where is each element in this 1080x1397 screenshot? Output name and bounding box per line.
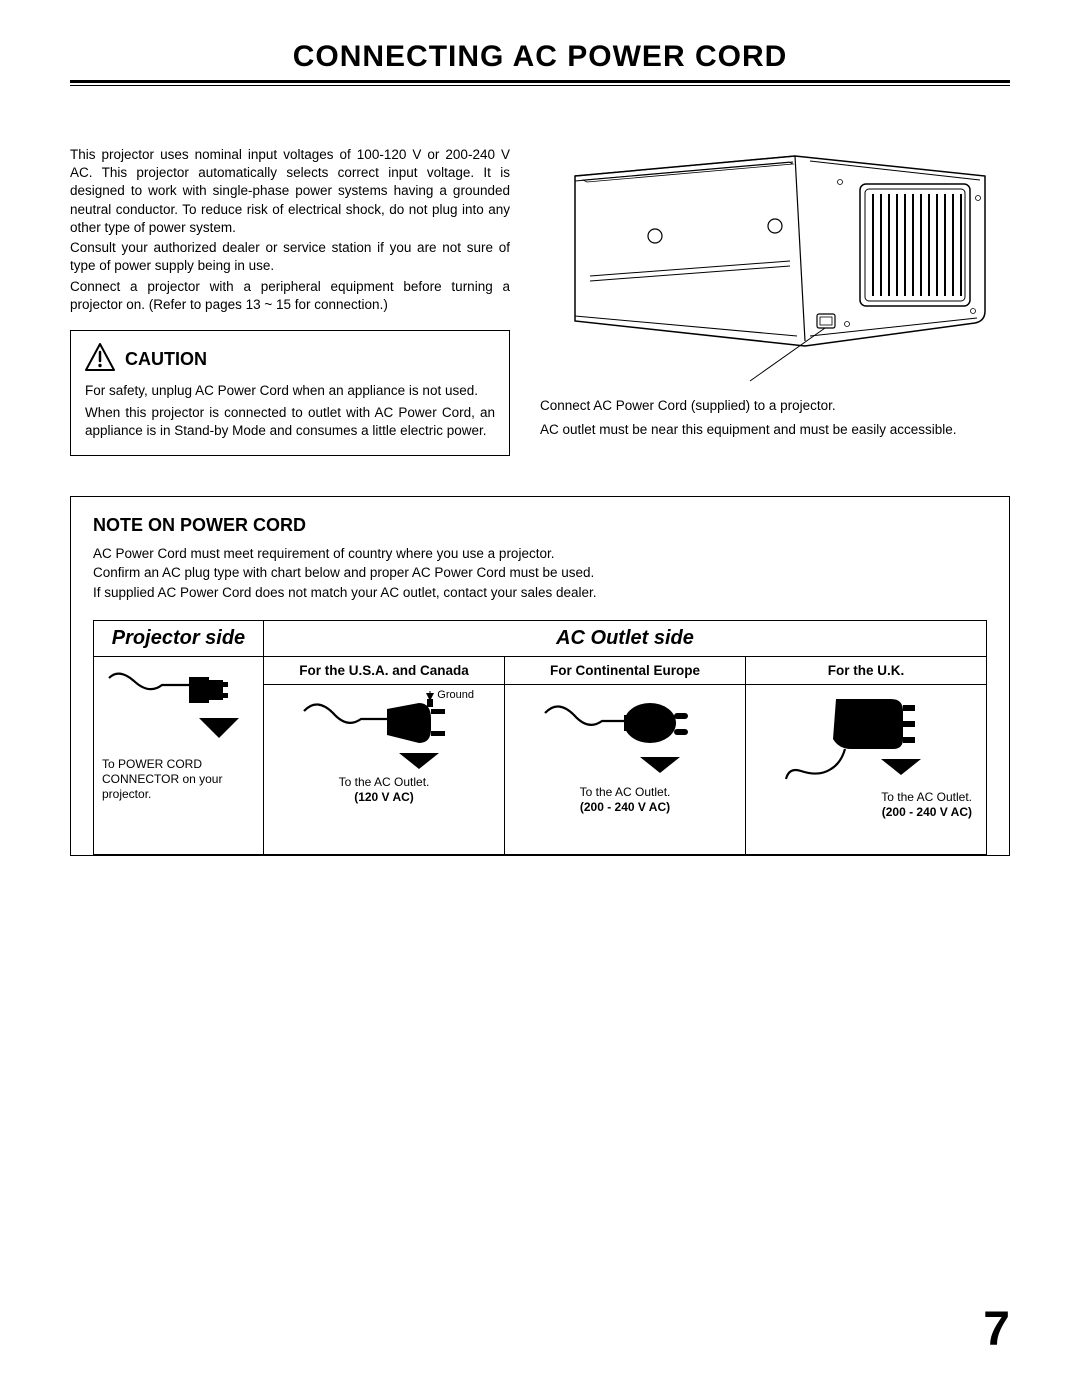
usa-ground-label: Ground <box>437 689 474 701</box>
europe-caption: To the AC Outlet. <box>513 785 737 800</box>
usa-caption: To the AC Outlet. <box>272 775 496 790</box>
plug-cell-europe: To the AC Outlet. (200 - 240 V AC) <box>505 685 746 855</box>
caution-p1: For safety, unplug AC Power Cord when an… <box>85 382 495 400</box>
note-title: NOTE ON POWER CORD <box>93 515 987 536</box>
warning-icon <box>85 343 115 376</box>
page-number: 7 <box>983 1302 1010 1357</box>
plug-europe-icon <box>540 691 710 781</box>
region-europe: For Continental Europe <box>505 657 746 685</box>
plug-hdr-projector: Projector side <box>94 621 264 657</box>
plug-cell-usa: Ground To the AC Outlet. <box>264 685 505 855</box>
illus-caption-1: Connect AC Power Cord (supplied) to a pr… <box>540 397 1010 415</box>
uk-voltage: (200 - 240 V AC) <box>754 805 978 819</box>
plug-uk-icon <box>781 691 951 786</box>
caution-box: CAUTION For safety, unplug AC Power Cord… <box>70 330 510 456</box>
plug-projector-icon <box>104 663 254 753</box>
plug-hdr-outlet: AC Outlet side <box>264 621 987 657</box>
plug-cell-uk: To the AC Outlet. (200 - 240 V AC) <box>746 685 987 855</box>
intro-p1: This projector uses nominal input voltag… <box>70 146 510 237</box>
illus-caption-2: AC outlet must be near this equipment an… <box>540 421 1010 439</box>
caution-heading: CAUTION <box>125 349 207 370</box>
plug-usa-icon <box>299 691 469 771</box>
plug-table: Projector side AC Outlet side To POWER C… <box>93 620 987 855</box>
region-uk: For the U.K. <box>746 657 987 685</box>
intro-p2: Consult your authorized dealer or servic… <box>70 239 510 275</box>
note-l2: Confirm an AC plug type with chart below… <box>93 563 987 583</box>
intro-p3: Connect a projector with a peripheral eq… <box>70 278 510 314</box>
usa-voltage: (120 V AC) <box>272 790 496 804</box>
note-box: NOTE ON POWER CORD AC Power Cord must me… <box>70 496 1010 857</box>
projector-illustration <box>540 146 1010 386</box>
region-usa: For the U.S.A. and Canada <box>264 657 505 685</box>
europe-voltage: (200 - 240 V AC) <box>513 800 737 814</box>
note-l1: AC Power Cord must meet requirement of c… <box>93 544 987 564</box>
rule-thin <box>70 85 1010 86</box>
page-title: CONNECTING AC POWER CORD <box>70 40 1010 74</box>
plug-projector-caption: To POWER CORD CONNECTOR on your projecto… <box>102 757 255 802</box>
note-l3: If supplied AC Power Cord does not match… <box>93 583 987 603</box>
plug-cell-projector: To POWER CORD CONNECTOR on your projecto… <box>94 657 264 855</box>
rule-thick <box>70 80 1010 83</box>
uk-caption: To the AC Outlet. <box>754 790 978 805</box>
caution-p2: When this projector is connected to outl… <box>85 404 495 440</box>
top-section: This projector uses nominal input voltag… <box>70 146 1010 456</box>
